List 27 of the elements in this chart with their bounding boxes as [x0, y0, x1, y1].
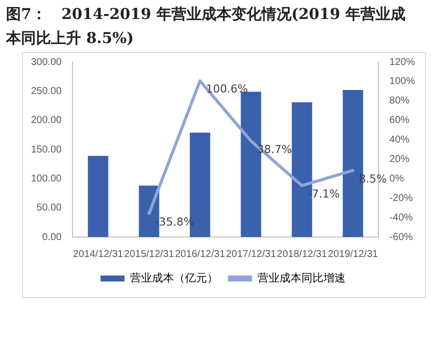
y2-tick-label: 120% [389, 56, 416, 68]
y-tick-label: 150.00 [30, 144, 62, 156]
y2-tick-label: -40% [389, 212, 413, 224]
y2-tick-label: 60% [389, 115, 410, 126]
y-tick-label: 250.00 [30, 86, 62, 97]
y2-tick-label: 100% [389, 76, 416, 88]
y-tick-label: 300.00 [30, 56, 62, 68]
y2-tick-label: 40% [389, 134, 410, 146]
y-tick-label: 0.00 [42, 232, 62, 243]
y2-tick-label: 20% [389, 154, 410, 165]
x-tick-label: 2015/12/31 [124, 248, 174, 260]
legend-label: 营业成本同比增速 [258, 272, 346, 285]
x-tick-label: 2016/12/31 [174, 248, 226, 260]
bar [88, 156, 108, 237]
x-tick-label: 2018/12/31 [276, 248, 328, 260]
y2-tick-label: 80% [389, 96, 410, 107]
y-tick-label: 200.00 [30, 115, 62, 126]
y-tick-label: 50.00 [36, 202, 62, 214]
x-tick-label: 2017/12/31 [226, 248, 276, 260]
chart-title: 图7： 2014-2019 年营业成本变化情况(2019 年营业成本同比上升 8.5%) [6, 4, 406, 49]
x-tick-label: 2019/12/31 [328, 248, 378, 260]
x-tick-label: 2014/12/31 [73, 248, 124, 260]
y2-tick-label: -60% [389, 232, 413, 243]
y2-tick-label: 0% [389, 173, 404, 184]
y2-tick-label: -20% [389, 192, 413, 204]
legend-label: 营业成本（亿元） [130, 272, 218, 285]
y-tick-label: 100.00 [30, 173, 62, 184]
